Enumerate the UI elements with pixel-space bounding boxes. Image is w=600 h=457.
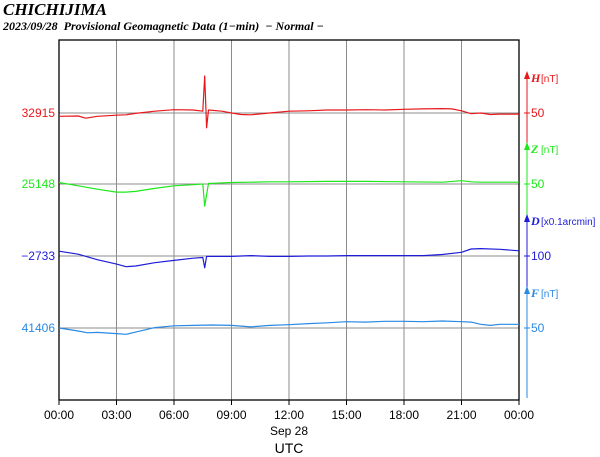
x-tick-label: 03:00: [101, 408, 131, 422]
baseline-label-h: 32915: [22, 106, 56, 120]
series-line-d: [58, 248, 520, 269]
x-tick-label: 00:00: [504, 408, 534, 422]
x-tick-label: 06:00: [159, 408, 189, 422]
component-label-h: H: [530, 71, 541, 85]
series-line-h: [58, 75, 519, 129]
station-name: CHICHIJIMA: [3, 0, 107, 19]
unit-label-d: [x0.1arcmin]: [541, 217, 596, 228]
scale-value-z: 50: [531, 177, 545, 191]
unit-label-h: [nT]: [541, 74, 558, 85]
x-tick-label: 21:00: [446, 408, 476, 422]
component-label-d: D: [530, 214, 540, 228]
x-tick-label: 15:00: [331, 408, 361, 422]
component-label-f: F: [530, 286, 539, 300]
baseline-label-f: 41406: [22, 321, 56, 335]
series-line-z: [58, 180, 519, 207]
scale-value-f: 50: [531, 321, 545, 335]
baseline-label-d: −2733: [21, 249, 55, 263]
scale-arrow-f: [524, 286, 530, 294]
scale-value-d: 100: [531, 249, 551, 263]
chart-subtitle: 2023/09/28 Provisional Geomagnetic Data …: [3, 19, 324, 33]
baseline-label-z: 25148: [22, 177, 56, 191]
component-label-z: Z: [530, 142, 539, 156]
scale-arrow-d: [524, 214, 530, 222]
series-line-f: [58, 320, 519, 335]
scale-arrow-z: [524, 142, 530, 150]
unit-label-f: [nT]: [541, 289, 558, 300]
x-tick-label: 12:00: [274, 408, 304, 422]
x-axis-label: UTC: [275, 440, 304, 456]
date-label: Sep 28: [270, 424, 308, 438]
unit-label-z: [nT]: [541, 145, 558, 156]
scale-arrow-h: [524, 71, 530, 79]
x-tick-label: 09:00: [216, 408, 246, 422]
scale-value-h: 50: [531, 106, 545, 120]
x-tick-label: 18:00: [389, 408, 419, 422]
x-tick-label: 00:00: [44, 408, 74, 422]
